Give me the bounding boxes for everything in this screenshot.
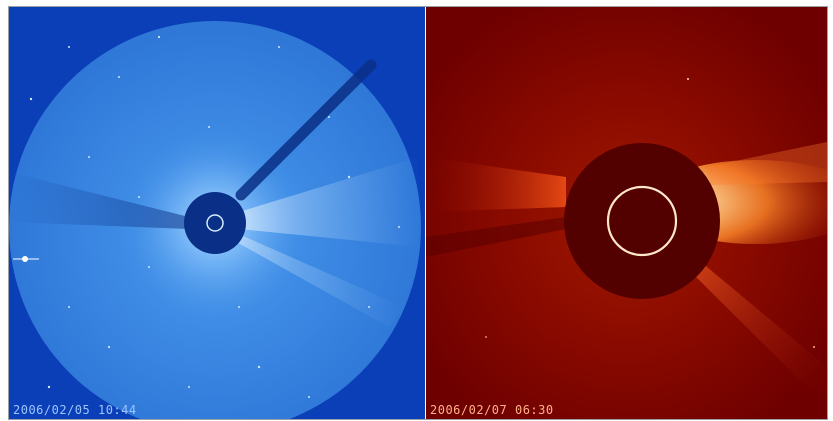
c2-sun-outline bbox=[606, 185, 678, 257]
coronagraph-c2-panel: 2006/02/07 06:30 bbox=[426, 7, 827, 419]
c3-sun-outline bbox=[206, 214, 224, 232]
c2-streamer-left bbox=[426, 157, 566, 212]
c3-timestamp: 2006/02/05 10:44 bbox=[13, 403, 137, 417]
c3-streamer-right bbox=[239, 157, 421, 247]
c2-streamer-upper-right bbox=[706, 142, 827, 185]
c3-image bbox=[9, 21, 421, 419]
c3-streamer-lower-right bbox=[231, 232, 404, 327]
c2-ray-lower-right bbox=[691, 262, 827, 407]
c3-star-field bbox=[29, 35, 400, 398]
c2-dark-streamer-left bbox=[426, 217, 566, 257]
image-frame: 2006/02/05 10:44 bbox=[8, 6, 828, 420]
c3-occulter-disk bbox=[184, 192, 246, 254]
c2-image bbox=[426, 7, 827, 419]
c2-star-field bbox=[485, 77, 815, 348]
c2-timestamp: 2006/02/07 06:30 bbox=[430, 403, 554, 417]
c3-occulter-pylon bbox=[235, 59, 377, 201]
c3-dark-streamer-left bbox=[9, 172, 189, 229]
c2-occulter-disk bbox=[564, 143, 720, 299]
coronagraph-c3-panel: 2006/02/05 10:44 bbox=[9, 7, 425, 419]
